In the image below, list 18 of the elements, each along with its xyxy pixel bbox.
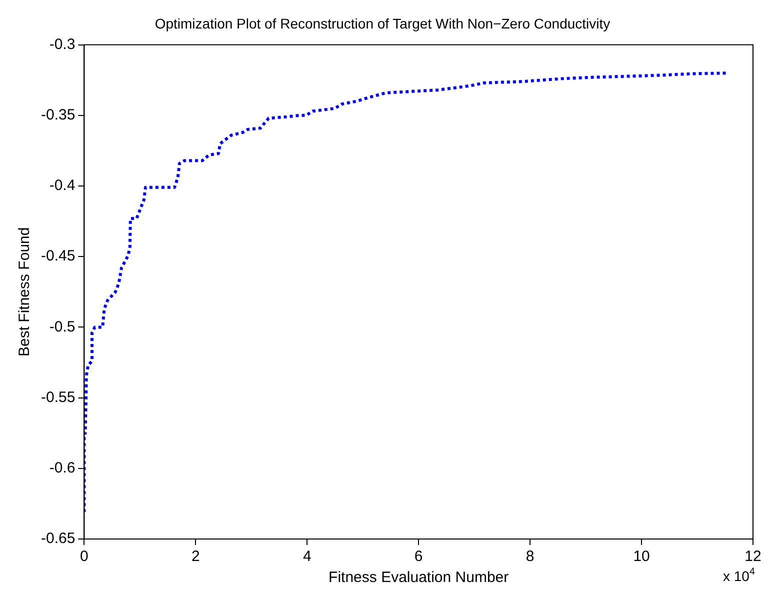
x-tick-label: 6 [414,548,423,566]
y-tick-label: -0.4 [49,177,76,194]
y-tick-label: -0.35 [40,106,76,124]
x-axis-title: Fitness Evaluation Number [328,569,509,586]
y-tick-label: -0.5 [49,318,76,336]
x-tick-label: 0 [80,548,88,566]
y-tick-label: -0.6 [49,460,76,477]
chart-title: Optimization Plot of Reconstruction of Target With Non−Zero Conductivity [154,15,610,32]
x-tick-label: 4 [302,548,312,566]
x-tick-label: 12 [744,548,762,566]
x-tick-label: 8 [526,548,534,566]
y-tick-label: -0.65 [40,530,76,548]
x-tick-label: 10 [633,548,650,566]
y-tick-label: -0.55 [40,388,76,406]
y-tick-label: -0.45 [40,248,76,265]
y-axis-title: Best Fitness Found [16,227,34,357]
y-tick-label: -0.3 [49,36,76,53]
x-tick-label: 2 [191,548,200,566]
